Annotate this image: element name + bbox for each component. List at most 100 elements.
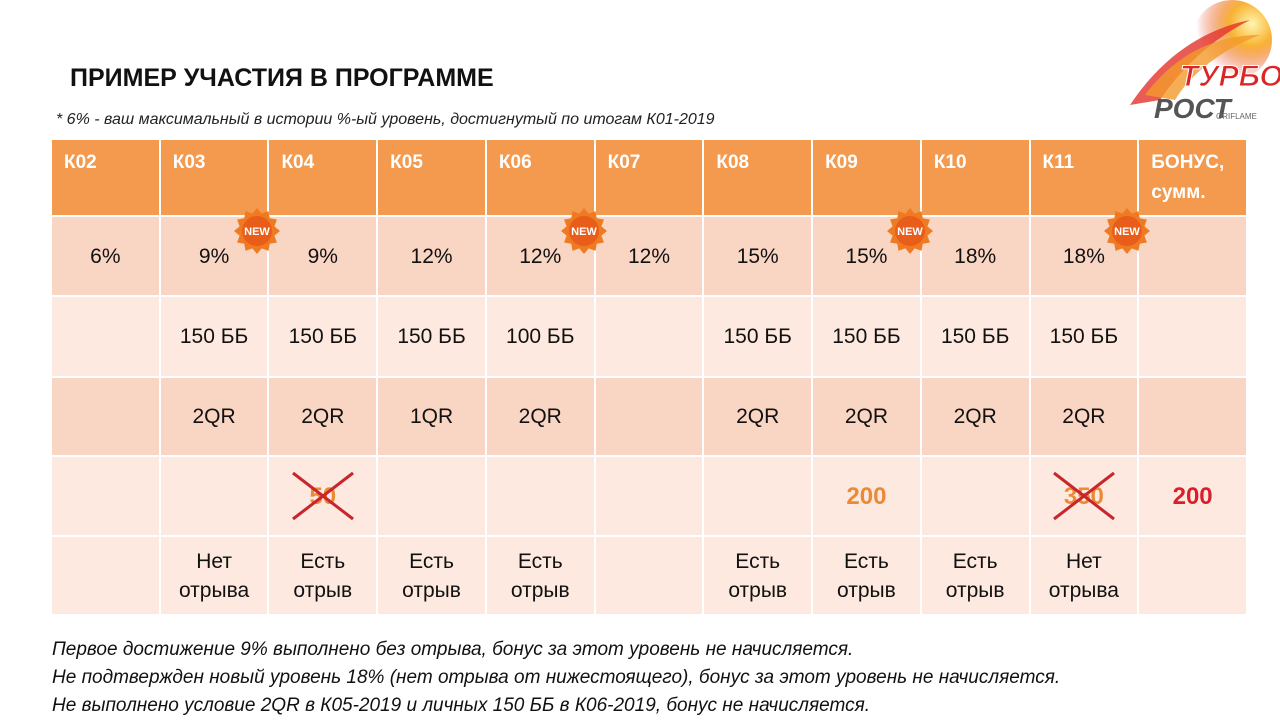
table-cell: 2QR: [269, 378, 377, 455]
header-cell: К10: [921, 140, 1029, 215]
table-cell: Есть отрыв: [813, 537, 920, 614]
table-cell: 12%: [595, 217, 703, 295]
cell-value: 350: [1052, 471, 1115, 521]
table-cell: 12%: [378, 217, 485, 295]
footer-line: Не подтвержден новый уровень 18% (нет от…: [52, 667, 1061, 688]
footer: Первое достижение 9% выполнено без отрыв…: [52, 636, 1060, 720]
table-cell: 200: [1139, 457, 1246, 535]
table-cell: [52, 457, 159, 535]
cell-line: Есть: [952, 549, 998, 573]
table-cell: 150 ББ: [160, 297, 268, 376]
cell-line: отрыва: [178, 578, 250, 602]
table-cell: Нет отрыва: [160, 537, 268, 614]
table-cell: Есть отрыв: [269, 537, 377, 614]
table-cell: [595, 378, 703, 455]
badge-label: NEW: [571, 226, 597, 238]
table-cell: [378, 457, 485, 535]
cross-mark: [1052, 471, 1115, 521]
table-cell: Есть отрыв: [921, 537, 1029, 614]
cell-line: сумм.: [1151, 182, 1206, 203]
new-badge: NEW: [560, 208, 607, 254]
table-cell: [52, 378, 159, 455]
cell-line: отрыв: [293, 578, 353, 602]
cell-line: Нет: [1066, 549, 1102, 573]
table-cell: 150 ББ: [1030, 297, 1138, 376]
new-badge: NEW: [1104, 208, 1151, 254]
cell-value: 200: [846, 482, 887, 510]
cell-line: Есть: [300, 549, 346, 573]
table-cell: [595, 457, 703, 535]
cell-line: отрыва: [1048, 578, 1119, 602]
note: * 6% - ваш максимальный в истории %-ый у…: [56, 111, 715, 128]
header-cell: К09: [813, 140, 920, 215]
new-badge: NEW: [234, 208, 281, 254]
table-cell: 2QR: [704, 378, 812, 455]
table-cell: 2QR: [486, 378, 594, 455]
header-cell: К11: [1030, 140, 1138, 215]
table-cell: 150 ББ: [921, 297, 1029, 376]
cell-line: отрыв: [510, 578, 570, 602]
table-cell: 2QR: [1030, 378, 1138, 455]
table-cell: 6%: [52, 217, 159, 295]
table-cell: [595, 297, 703, 376]
table-cell: 50: [269, 457, 377, 535]
table-cell: 150 ББ: [378, 297, 485, 376]
title: ПРИМЕР УЧАСТИЯ В ПРОГРАММЕ: [70, 64, 494, 92]
table-cell: [1139, 537, 1246, 614]
cell-line: Есть: [844, 549, 889, 573]
table-cell: Есть отрыв: [378, 537, 485, 614]
logo-line2: РОСТ: [1154, 93, 1234, 124]
badge-label: NEW: [245, 226, 271, 238]
table-cell: 150 ББ: [813, 297, 920, 376]
table-cell: 2QR: [813, 378, 920, 455]
badge-label: NEW: [897, 226, 923, 238]
cell-line: Есть: [735, 549, 781, 573]
cell-line: БОНУС,: [1151, 152, 1225, 173]
table-cell: 9%: [269, 217, 377, 295]
badge-label: NEW: [1114, 226, 1140, 238]
table-cell: [1139, 217, 1246, 295]
footer-line: Первое достижение 9% выполнено без отрыв…: [52, 639, 854, 660]
cell-value: 50: [291, 471, 354, 521]
logo-brand: ORIFLAME: [1216, 112, 1257, 121]
table-cell: 15%: [704, 217, 812, 295]
table-cell: [704, 457, 812, 535]
logo: ТУРБО РОСТ ORIFLAME: [1130, 0, 1280, 124]
header-cell: К02: [52, 140, 159, 215]
header-cell: К07: [595, 140, 703, 215]
header-cell: К04: [269, 140, 377, 215]
table-cell: [921, 457, 1029, 535]
table-cell: 200: [813, 457, 920, 535]
table-cell: 2QR: [160, 378, 268, 455]
header-cell: К08: [704, 140, 812, 215]
table-cell: Есть отрыв: [704, 537, 812, 614]
table-cell: [595, 537, 703, 614]
table-cell: 150 ББ: [704, 297, 812, 376]
table-cell: Нет отрыва: [1030, 537, 1138, 614]
header-cell: БОНУС, сумм.: [1139, 140, 1246, 215]
footer-line: Не выполнено условие 2QR в К05-2019 и ли…: [52, 695, 871, 716]
cell-line: Есть: [517, 549, 563, 573]
cell-line: отрыв: [945, 578, 1005, 602]
table-cell: [1139, 378, 1246, 455]
table-cell: 150 ББ: [269, 297, 377, 376]
table-cell: [486, 457, 594, 535]
cell-line: отрыв: [402, 578, 461, 602]
table-cell: 350: [1030, 457, 1138, 535]
table-cell: 2QR: [921, 378, 1029, 455]
header-cell: К06: [486, 140, 594, 215]
cell-line: Есть: [409, 549, 454, 573]
new-badge: NEW: [886, 208, 933, 254]
cell-line: Нет: [196, 549, 232, 573]
cell-line: отрыв: [837, 578, 896, 602]
table-cell: [52, 297, 159, 376]
cross-mark: [291, 471, 354, 521]
header-cell: К05: [378, 140, 485, 215]
table-cell: [1139, 297, 1246, 376]
cell-line: отрыв: [728, 578, 788, 602]
table-cell: 100 ББ: [486, 297, 594, 376]
table-cell: 18%: [1030, 217, 1138, 295]
table-cell: [52, 537, 159, 614]
header-cell: К03: [160, 140, 268, 215]
logo-line1: ТУРБО: [1180, 60, 1280, 93]
